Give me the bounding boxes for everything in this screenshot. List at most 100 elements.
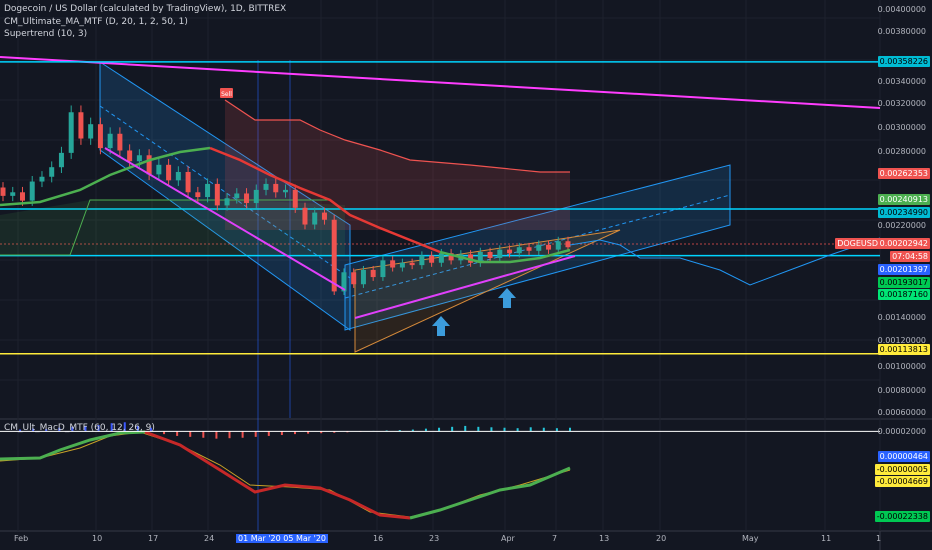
- candle-body: [419, 255, 425, 266]
- candle-body: [438, 253, 444, 263]
- price-tag: 0.00193017: [877, 277, 930, 288]
- candle-body: [234, 193, 240, 199]
- candle-body: [185, 171, 191, 193]
- time-tick-label: Feb: [14, 534, 29, 543]
- macd-bar: [477, 426, 480, 432]
- time-tick-label: 13: [599, 534, 610, 543]
- candle-body: [0, 187, 6, 196]
- candle-body: [253, 189, 259, 204]
- macd-price-tag: 0.00000464: [877, 451, 930, 462]
- macd-bar: [189, 431, 192, 437]
- candle-body: [205, 183, 211, 198]
- candle-body: [341, 272, 347, 292]
- macd-bar: [136, 425, 139, 432]
- price-tick-label: 0.00400000: [877, 5, 926, 14]
- arrow-up-icon: [432, 316, 450, 336]
- macd-price-tag: -0.00022338: [874, 511, 930, 522]
- candle-body: [88, 124, 94, 139]
- candle-body: [214, 183, 220, 206]
- macd-label: CM_Ult_MacD_MTF (60, 12, 26, 9): [4, 423, 155, 433]
- macd-bar: [398, 430, 401, 432]
- macd-bar: [438, 427, 441, 432]
- macd-bar: [464, 425, 467, 432]
- price-tag: 0.00201397: [877, 264, 930, 275]
- candle-body: [370, 269, 376, 278]
- chart-title: Dogecoin / US Dollar (calculated by Trad…: [4, 4, 287, 14]
- macd-bar: [123, 422, 126, 432]
- candle-body: [224, 198, 230, 206]
- macd-tick-label: 0.00002000: [877, 427, 926, 436]
- macd-price-tag: -0.00004669: [874, 476, 930, 487]
- macd-bar: [516, 428, 519, 432]
- macd-bar: [555, 428, 558, 432]
- candle-body: [195, 192, 201, 198]
- candle-body: [487, 251, 493, 258]
- candle-body: [263, 183, 269, 190]
- candle-body: [107, 133, 113, 149]
- candle-body: [555, 241, 561, 250]
- price-tag: 0.00358226: [877, 56, 930, 67]
- macd-bar: [503, 427, 506, 432]
- price-tag: 07:04:58: [890, 251, 930, 262]
- candle-body: [302, 207, 308, 225]
- time-tick-label: Apr: [501, 534, 515, 543]
- price-tick-label: 0.00060000: [877, 408, 926, 417]
- sell-label: Sell: [221, 91, 232, 98]
- candle-body: [351, 272, 357, 285]
- time-tick-label: 24: [204, 534, 215, 543]
- macd-bar: [215, 431, 218, 439]
- time-tick-label: 10: [92, 534, 103, 543]
- candle-body: [97, 124, 103, 149]
- macd-bar: [32, 428, 35, 432]
- macd-bar: [176, 431, 179, 436]
- supertrend-area: [225, 100, 570, 230]
- macd-bar: [149, 427, 152, 432]
- supertrend-support-line: [0, 199, 330, 256]
- candle-body: [565, 241, 571, 248]
- candle-body: [273, 183, 279, 193]
- candle-body: [68, 112, 74, 153]
- macd-line-down: [144, 430, 411, 520]
- price-tag: 0.00113813: [877, 344, 930, 355]
- price-tick-label: 0.00220000: [877, 221, 926, 230]
- candle-body: [283, 189, 288, 193]
- macd-bar: [254, 431, 257, 437]
- candle-body: [156, 164, 162, 175]
- candle-body: [146, 155, 152, 175]
- candle-body: [321, 212, 327, 220]
- ma-line-up: [0, 146, 211, 207]
- macd-bar: [451, 426, 454, 432]
- time-tick-label: 16: [373, 534, 384, 543]
- indicator-supertrend-label: Supertrend (10, 3): [4, 29, 88, 39]
- supertrend-line: [224, 99, 570, 173]
- macd-bar: [163, 431, 166, 435]
- macd-bar: [267, 431, 270, 436]
- macd-bar: [84, 425, 87, 432]
- macd-bar: [71, 426, 74, 432]
- macd-bar: [58, 427, 61, 432]
- macd-bar: [19, 429, 21, 432]
- candle-body: [244, 193, 250, 204]
- candle-body: [166, 164, 172, 181]
- macd-price-tag: -0.00000005: [874, 464, 930, 475]
- purple-trendline: [354, 255, 576, 319]
- candle-body: [429, 255, 435, 263]
- price-tick-label: 0.00300000: [877, 123, 926, 132]
- time-tick-label: 11: [821, 534, 832, 543]
- macd-bar: [529, 427, 532, 432]
- price-tag: 0.00262353: [877, 168, 930, 179]
- candle-body: [380, 260, 386, 278]
- macd-bar: [490, 427, 493, 432]
- candle-body: [331, 219, 337, 292]
- time-tick-label: 23: [429, 534, 440, 543]
- purple-trendline: [104, 147, 346, 291]
- price-tag: 0.00240913: [877, 194, 930, 205]
- long-resistance-line: [0, 56, 881, 109]
- price-tick-label: 0.00380000: [877, 27, 926, 36]
- macd-bar: [294, 431, 296, 435]
- time-tick-label: 20: [656, 534, 667, 543]
- candle-body: [546, 244, 552, 250]
- macd-bar: [333, 431, 336, 433]
